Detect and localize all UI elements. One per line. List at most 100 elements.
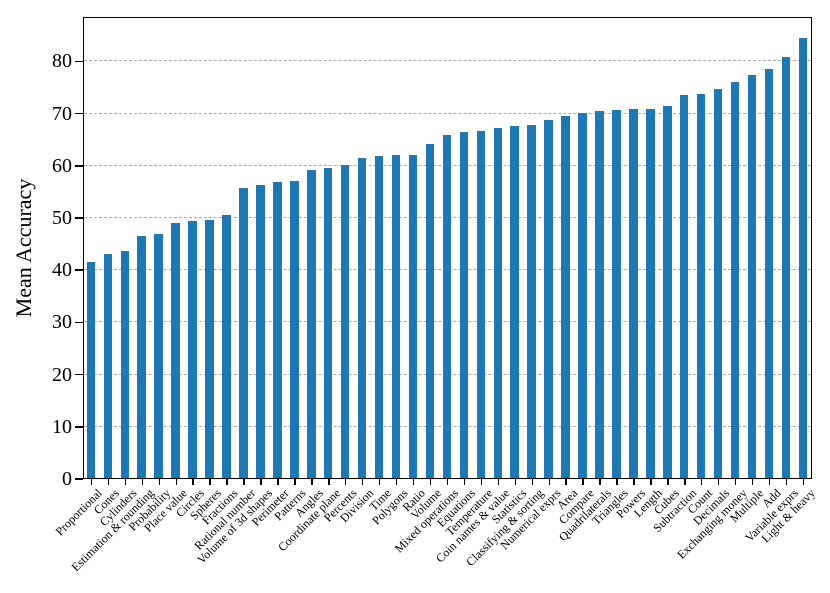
bar — [222, 214, 231, 478]
x-tick — [548, 479, 550, 485]
y-tick-label: 20 — [52, 363, 72, 386]
bar — [544, 119, 553, 478]
x-tick — [735, 479, 737, 485]
gridline — [84, 60, 811, 62]
x-tick — [124, 479, 127, 485]
x-tick — [497, 479, 500, 485]
y-tick-label: 10 — [52, 415, 72, 438]
bar — [256, 185, 265, 478]
y-tick — [75, 164, 83, 167]
x-tick — [718, 479, 720, 485]
bar — [510, 126, 519, 478]
x-tick — [463, 479, 466, 485]
bar — [442, 134, 452, 478]
x-tick — [260, 479, 262, 485]
y-axis-label: Mean Accuracy — [11, 178, 36, 318]
y-tick-label: 30 — [52, 311, 72, 334]
bar — [629, 109, 638, 478]
y-tick-label: 70 — [52, 102, 72, 125]
x-tick — [345, 479, 347, 485]
x-tick — [192, 479, 194, 485]
bar — [323, 167, 333, 478]
bar — [680, 95, 689, 478]
bar — [764, 68, 774, 478]
x-tick — [294, 479, 296, 485]
x-tick — [226, 479, 228, 485]
x-tick — [107, 479, 110, 485]
y-tick — [75, 217, 83, 219]
x-tick — [701, 479, 703, 485]
bar — [646, 108, 655, 478]
y-tick-label: 0 — [62, 468, 72, 490]
x-tick — [311, 479, 313, 485]
x-tick — [209, 479, 211, 485]
y-tick-label: 60 — [52, 154, 72, 177]
bar — [120, 251, 129, 478]
x-tick — [616, 479, 618, 485]
bar — [595, 111, 604, 478]
y-tick — [75, 478, 83, 480]
bar — [239, 187, 248, 478]
x-tick — [802, 479, 805, 485]
bar — [357, 158, 367, 478]
bar — [137, 236, 146, 478]
x-tick — [633, 479, 635, 485]
bar — [408, 154, 418, 478]
x-tick — [684, 479, 686, 485]
x-tick — [565, 479, 567, 485]
y-tick-label: 50 — [52, 206, 72, 229]
gridline — [84, 112, 811, 114]
x-tick — [158, 479, 160, 485]
x-tick — [531, 479, 533, 485]
x-tick — [243, 479, 245, 485]
bar — [86, 261, 96, 478]
x-tick — [328, 479, 330, 485]
bar — [730, 81, 740, 478]
x-tick — [175, 479, 177, 485]
x-tick — [785, 479, 788, 485]
x-tick — [582, 479, 584, 485]
bar — [374, 155, 384, 478]
bar — [290, 180, 299, 478]
x-tick — [768, 479, 771, 485]
bar — [459, 132, 469, 478]
y-tick-label: 80 — [52, 50, 72, 73]
x-tick — [277, 479, 279, 485]
x-tick — [480, 479, 483, 485]
x-tick — [141, 479, 144, 485]
x-tick — [395, 479, 398, 485]
bar — [713, 88, 723, 478]
x-tick — [446, 479, 449, 485]
bar — [307, 170, 316, 478]
bar — [612, 109, 621, 478]
y-tick — [75, 425, 83, 428]
bar — [154, 233, 163, 478]
y-tick — [75, 112, 83, 115]
bar — [171, 222, 180, 478]
x-tick — [599, 479, 601, 485]
x-tick — [90, 479, 93, 485]
x-tick — [378, 479, 381, 485]
bar — [425, 144, 435, 478]
bar — [493, 128, 502, 478]
y-tick — [75, 60, 83, 63]
bar — [561, 115, 570, 478]
plot-area — [83, 17, 812, 479]
bar — [663, 106, 672, 478]
y-tick — [75, 373, 83, 376]
x-tick — [650, 479, 652, 485]
bar — [527, 125, 536, 478]
x-tick — [751, 479, 754, 485]
bar — [340, 165, 350, 478]
x-tick — [412, 479, 415, 485]
x-tick — [429, 479, 432, 485]
bar — [103, 253, 113, 478]
bar — [188, 220, 197, 478]
bar — [273, 182, 282, 478]
x-tick — [667, 479, 669, 485]
y-tick-label: 40 — [52, 259, 72, 282]
bar — [798, 37, 808, 478]
bar — [391, 155, 401, 478]
bar — [696, 94, 706, 478]
